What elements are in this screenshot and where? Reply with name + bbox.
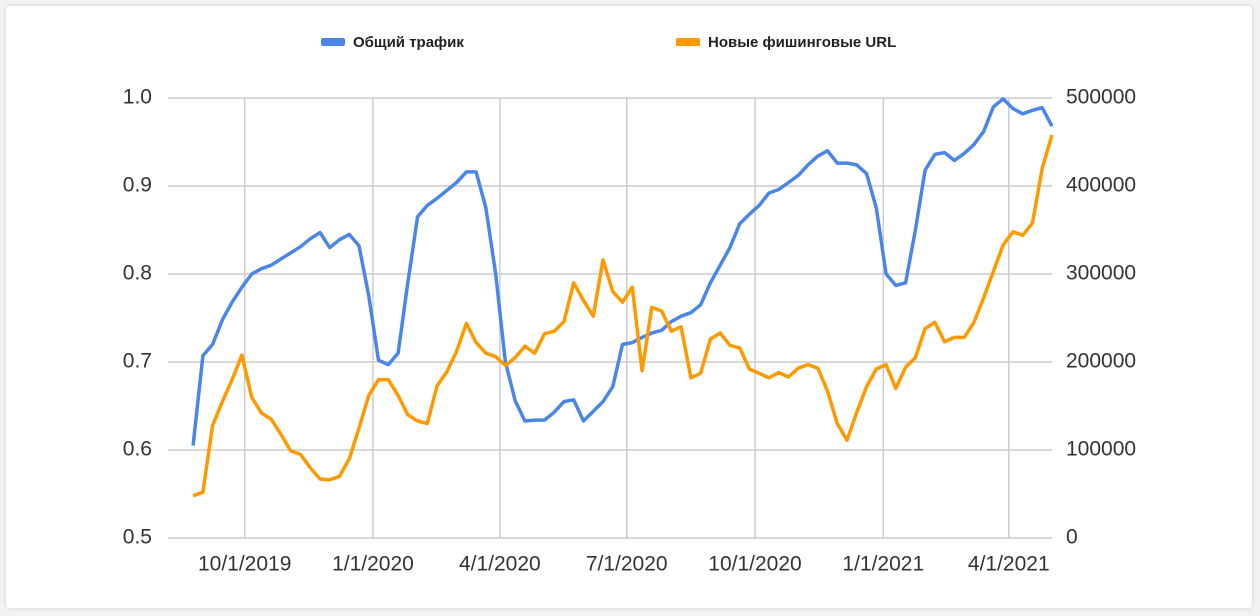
y2-tick-label: 0 bbox=[1066, 526, 1078, 549]
legend-swatch bbox=[676, 38, 700, 46]
x-tick-label: 1/1/2020 bbox=[332, 553, 414, 576]
x-tick-label: 4/1/2020 bbox=[459, 553, 541, 576]
legend-label: Общий трафик bbox=[353, 34, 464, 51]
y-tick-label: 0.8 bbox=[123, 262, 152, 285]
y2-tick-label: 400000 bbox=[1066, 174, 1136, 197]
legend-swatch bbox=[321, 38, 345, 46]
line-series bbox=[192, 134, 1054, 498]
chart-card bbox=[6, 6, 1252, 608]
y-tick-label: 0.5 bbox=[123, 526, 152, 549]
x-tick-label: 10/1/2019 bbox=[198, 553, 291, 576]
y2-tick-label: 200000 bbox=[1066, 350, 1136, 373]
y-tick-label: 1.0 bbox=[123, 86, 152, 109]
y-tick-label: 0.6 bbox=[123, 438, 152, 461]
line-series bbox=[191, 97, 1054, 446]
y2-tick-label: 500000 bbox=[1066, 86, 1136, 109]
x-tick-label: 7/1/2020 bbox=[586, 553, 668, 576]
x-tick-label: 1/1/2021 bbox=[842, 553, 924, 576]
y2-tick-label: 300000 bbox=[1066, 262, 1136, 285]
y-tick-label: 0.9 bbox=[123, 174, 152, 197]
y-tick-label: 0.7 bbox=[123, 350, 152, 373]
x-tick-label: 4/1/2021 bbox=[968, 553, 1050, 576]
y2-tick-label: 100000 bbox=[1066, 438, 1136, 461]
legend-label: Новые фишинговые URL bbox=[708, 34, 896, 51]
x-tick-label: 10/1/2020 bbox=[708, 553, 801, 576]
